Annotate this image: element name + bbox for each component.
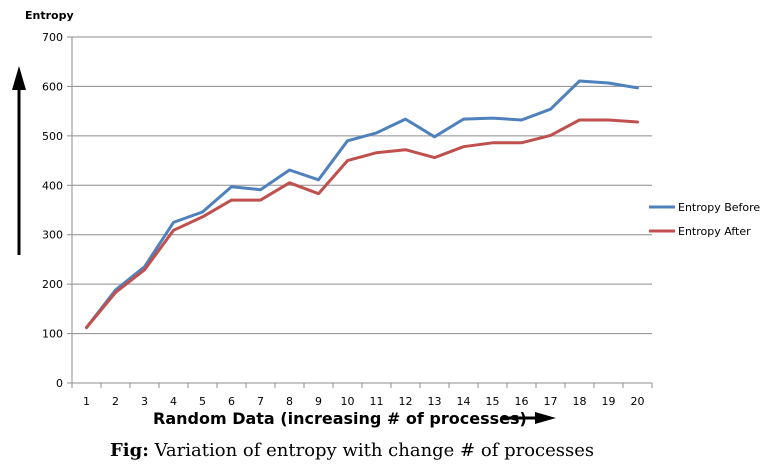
y-tick-label: 0 [56,377,63,390]
x-tick-label: 8 [286,395,293,408]
y-tick-label: 100 [42,328,63,341]
y-axis-title: Entropy [25,9,74,22]
grid-lines [72,36,652,335]
x-tick-labels: 1 2 3 4 5 6 7 8 9 10 11 12 13 14 15 16 17 18 19 20 [83,395,645,408]
caption-prefix: Fig: [110,440,149,461]
x-tick-label: 19 [602,395,616,408]
x-tick-label: 5 [199,395,206,408]
y-tick-label: 300 [42,229,63,242]
x-tick-label: 16 [515,395,529,408]
x-tick-label: 18 [573,395,587,408]
x-tick-label: 6 [228,395,235,408]
y-tick-label: 200 [42,278,63,291]
legend: Entropy Before Entropy After [649,201,760,238]
x-tick-label: 12 [399,395,413,408]
x-tick-label: 17 [544,395,558,408]
x-tick-label: 11 [370,395,384,408]
x-tick-label: 1 [83,395,90,408]
y-tick-label: 400 [42,179,63,192]
y-tick-labels: 0 100 200 300 400 500 600 700 [42,31,63,390]
series-lines [85,79,639,330]
y-tick-label: 700 [42,31,63,44]
x-tick-label: 13 [428,395,442,408]
x-tick-label: 4 [170,395,177,408]
x-axis-title: Random Data (increasing # of processes) [153,409,527,428]
x-tick-label: 3 [141,395,148,408]
axes [67,36,653,388]
x-tick-label: 2 [112,395,119,408]
series-line-0 [85,79,639,330]
right-arrow-icon [501,412,556,424]
x-tick-label: 14 [457,395,471,408]
x-tick-label: 10 [341,395,355,408]
x-tick-label: 7 [257,395,264,408]
x-tick-label: 20 [631,395,645,408]
x-tick-label: 9 [315,395,322,408]
y-tick-label: 500 [42,130,63,143]
caption-text: Variation of entropy with change # of pr… [149,440,594,461]
y-tick-label: 600 [42,80,63,93]
figure-caption: Fig: Variation of entropy with change # … [110,440,594,461]
series-line-1 [85,118,639,330]
x-tick-label: 15 [486,395,500,408]
legend-label: Entropy Before [678,201,760,214]
legend-label: Entropy After [678,225,751,238]
up-arrow-icon [12,66,26,255]
